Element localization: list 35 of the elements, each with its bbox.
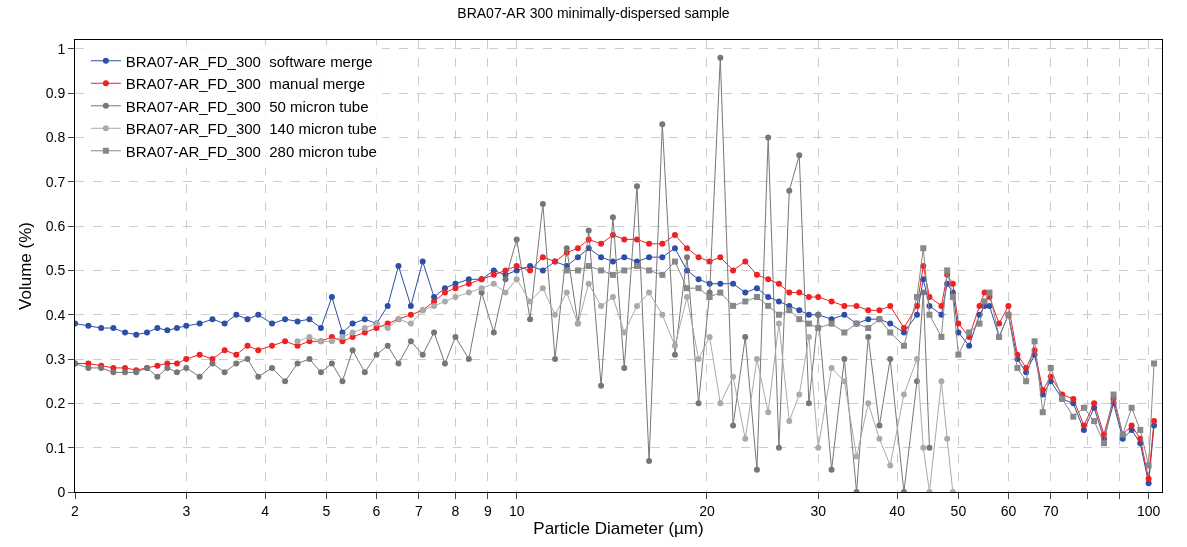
chart-title: BRA07-AR 300 minimally-dispersed sample: [457, 5, 730, 22]
y-tick-label: 0.1: [45, 439, 66, 456]
y-tick-label: 0.5: [45, 262, 66, 279]
legend-label: BRA07-AR_FD_300 50 micron tube: [125, 97, 369, 115]
x-tick-label: 3: [182, 502, 191, 519]
x-tick-label: 2: [71, 502, 80, 519]
x-tick-label: 6: [372, 502, 381, 519]
x-tick-label: 8: [451, 502, 460, 519]
x-tick-label: 9: [483, 502, 492, 519]
x-tick-label: 60: [1000, 502, 1017, 519]
x-tick-label: 4: [261, 502, 270, 519]
y-tick-label: 0.9: [45, 85, 66, 102]
x-tick-label: 50: [950, 502, 967, 519]
x-tick-label: 20: [699, 502, 715, 519]
y-tick-label: 0.8: [45, 129, 66, 146]
x-tick-label: 30: [810, 502, 827, 519]
x-tick-label: 40: [889, 502, 906, 519]
x-tick-label: 7: [414, 502, 423, 519]
x-tick-label: 5: [322, 502, 331, 519]
y-tick-label: 0.7: [45, 173, 66, 190]
legend-label: BRA07-AR_FD_300 manual merge: [125, 75, 366, 93]
y-axis-title: Volume (%): [16, 222, 35, 310]
legend-label: BRA07-AR_FD_300 140 micron tube: [125, 120, 377, 138]
x-axis-title: Particle Diameter (µm): [533, 519, 704, 539]
x-tick-label: 10: [508, 502, 525, 519]
x-tick-label: 100: [1136, 502, 1161, 519]
legend-label: BRA07-AR_FD_300 280 micron tube: [125, 142, 377, 160]
y-tick-label: 0.4: [45, 306, 66, 323]
x-tick-label: 70: [1042, 502, 1059, 519]
legend-label: BRA07-AR_FD_300 software merge: [125, 52, 373, 70]
y-tick-label: 0.2: [45, 395, 66, 412]
y-tick-label: 0.6: [45, 218, 66, 235]
y-tick-label: 0: [57, 483, 66, 500]
y-tick-label: 0.3: [45, 350, 66, 367]
y-tick-label: 1: [57, 40, 66, 57]
